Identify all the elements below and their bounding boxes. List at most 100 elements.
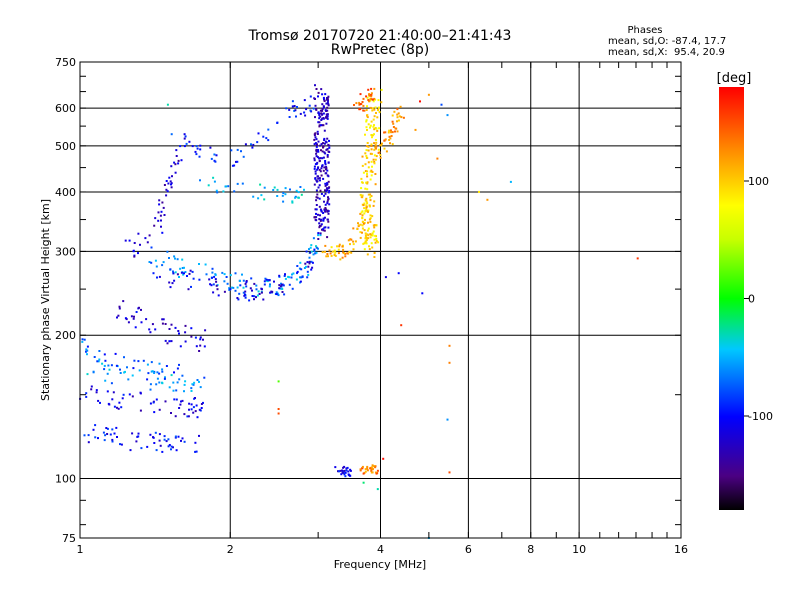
data-point bbox=[158, 408, 161, 411]
data-point bbox=[336, 245, 338, 248]
data-point bbox=[327, 210, 330, 213]
data-point bbox=[324, 172, 327, 175]
data-point bbox=[163, 214, 166, 216]
data-point bbox=[446, 418, 449, 421]
data-point bbox=[134, 326, 137, 329]
data-point bbox=[166, 190, 169, 193]
data-point bbox=[248, 299, 251, 302]
data-point bbox=[187, 415, 190, 418]
data-point bbox=[225, 276, 228, 278]
data-point bbox=[400, 116, 403, 119]
data-point bbox=[277, 294, 280, 297]
data-point bbox=[367, 193, 370, 196]
data-point bbox=[190, 403, 193, 406]
data-point bbox=[333, 254, 336, 256]
data-point bbox=[365, 197, 368, 200]
data-point bbox=[396, 108, 399, 111]
data-point bbox=[198, 380, 200, 383]
data-point bbox=[190, 390, 193, 392]
data-point bbox=[327, 104, 330, 107]
data-point bbox=[184, 331, 187, 334]
data-point bbox=[104, 359, 107, 362]
data-point bbox=[369, 126, 371, 129]
data-point bbox=[325, 102, 328, 105]
data-point bbox=[149, 402, 152, 405]
colorbar-tick-label: -100 bbox=[748, 410, 773, 423]
data-point bbox=[369, 220, 372, 223]
data-point bbox=[190, 387, 193, 390]
data-point bbox=[116, 406, 118, 409]
data-point bbox=[366, 175, 369, 178]
data-point bbox=[374, 466, 377, 469]
data-point bbox=[267, 279, 270, 282]
data-point bbox=[194, 336, 197, 339]
data-point bbox=[315, 204, 318, 206]
data-point bbox=[397, 119, 400, 122]
data-point bbox=[129, 449, 132, 452]
data-point bbox=[314, 136, 317, 139]
data-point bbox=[251, 146, 254, 149]
data-point bbox=[316, 180, 318, 183]
data-point bbox=[117, 314, 120, 317]
data-point bbox=[313, 143, 316, 146]
data-point bbox=[368, 95, 371, 98]
data-point bbox=[320, 209, 323, 212]
data-point bbox=[163, 435, 166, 438]
data-point bbox=[320, 88, 323, 91]
data-point bbox=[287, 275, 290, 278]
data-point bbox=[322, 146, 324, 149]
data-point bbox=[281, 291, 284, 293]
data-point bbox=[308, 260, 311, 263]
data-point bbox=[237, 298, 240, 301]
data-point bbox=[234, 272, 237, 275]
data-point bbox=[365, 200, 368, 203]
data-point bbox=[318, 121, 321, 124]
data-point bbox=[370, 242, 373, 245]
data-point bbox=[364, 210, 367, 213]
data-point bbox=[191, 270, 194, 273]
data-point bbox=[391, 131, 394, 134]
data-point bbox=[198, 155, 201, 158]
data-point bbox=[130, 315, 133, 318]
data-point bbox=[318, 197, 321, 200]
data-point bbox=[175, 389, 178, 392]
data-point bbox=[402, 116, 405, 119]
data-point bbox=[161, 382, 164, 385]
data-point bbox=[167, 438, 170, 441]
data-point bbox=[364, 170, 367, 173]
data-point bbox=[212, 291, 215, 294]
data-point bbox=[317, 150, 320, 153]
data-point bbox=[199, 386, 202, 389]
data-point bbox=[278, 284, 281, 287]
data-point bbox=[324, 109, 327, 112]
data-point bbox=[275, 291, 278, 294]
data-point bbox=[154, 328, 157, 331]
data-point bbox=[263, 280, 266, 283]
data-point bbox=[366, 145, 368, 148]
data-point bbox=[316, 168, 319, 171]
data-point bbox=[199, 179, 201, 182]
data-point bbox=[229, 288, 232, 291]
data-point bbox=[366, 202, 369, 205]
data-point bbox=[295, 115, 297, 118]
data-point bbox=[309, 95, 312, 98]
data-point bbox=[122, 300, 125, 303]
data-point bbox=[184, 340, 187, 343]
data-point bbox=[368, 248, 371, 251]
data-point bbox=[371, 98, 374, 101]
data-point bbox=[369, 178, 372, 181]
data-point bbox=[168, 281, 171, 284]
x-tick-label: 2 bbox=[227, 543, 234, 556]
data-point bbox=[321, 117, 324, 120]
data-point bbox=[312, 253, 315, 256]
data-point bbox=[184, 135, 187, 138]
data-point bbox=[119, 443, 121, 446]
data-point bbox=[371, 464, 374, 467]
data-point bbox=[192, 277, 195, 280]
data-point bbox=[331, 250, 334, 253]
data-point bbox=[268, 279, 271, 282]
data-point bbox=[365, 126, 368, 129]
data-point bbox=[359, 469, 362, 472]
data-point bbox=[184, 271, 187, 273]
data-point bbox=[478, 190, 480, 193]
